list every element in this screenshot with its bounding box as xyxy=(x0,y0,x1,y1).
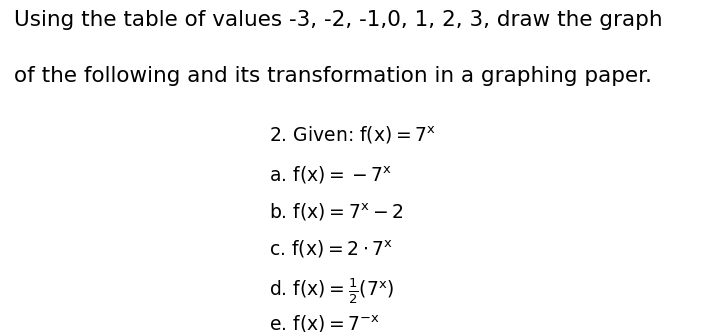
Text: d. $\mathregular{f(x) = \frac{1}{2}(7^{x})}$: d. $\mathregular{f(x) = \frac{1}{2}(7^{x… xyxy=(269,276,394,306)
Text: a. $\mathregular{f(x) = -7^{x}}$: a. $\mathregular{f(x) = -7^{x}}$ xyxy=(269,164,392,186)
Text: 2. Given: $\mathregular{f(x) = 7^{x}}$: 2. Given: $\mathregular{f(x) = 7^{x}}$ xyxy=(269,124,436,146)
Text: c. $\mathregular{f(x) = 2 \cdot 7^{x}}$: c. $\mathregular{f(x) = 2 \cdot 7^{x}}$ xyxy=(269,239,393,260)
Text: Using the table of values -3, -2, -1,0, 1, 2, 3, draw the graph: Using the table of values -3, -2, -1,0, … xyxy=(14,10,662,30)
Text: e. $\mathregular{f(x) = 7^{-x}}$: e. $\mathregular{f(x) = 7^{-x}}$ xyxy=(269,314,380,332)
Text: of the following and its transformation in a graphing paper.: of the following and its transformation … xyxy=(14,66,652,86)
Text: b. $\mathregular{f(x) = 7^{x} - 2}$: b. $\mathregular{f(x) = 7^{x} - 2}$ xyxy=(269,202,403,223)
